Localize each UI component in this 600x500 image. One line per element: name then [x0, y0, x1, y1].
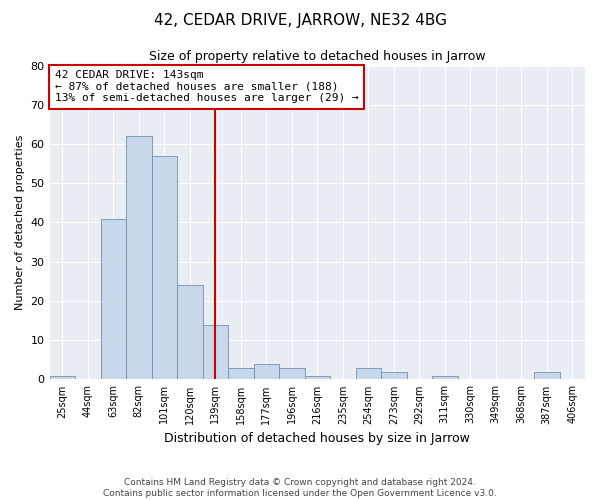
Text: 42 CEDAR DRIVE: 143sqm
← 87% of detached houses are smaller (188)
13% of semi-de: 42 CEDAR DRIVE: 143sqm ← 87% of detached… [55, 70, 359, 104]
Bar [432, 376, 458, 380]
Bar [177, 286, 203, 380]
Bar [534, 372, 560, 380]
Bar [152, 156, 177, 380]
Bar [381, 372, 407, 380]
Title: Size of property relative to detached houses in Jarrow: Size of property relative to detached ho… [149, 50, 485, 63]
Bar [101, 218, 126, 380]
X-axis label: Distribution of detached houses by size in Jarrow: Distribution of detached houses by size … [164, 432, 470, 445]
Bar [356, 368, 381, 380]
Bar [254, 364, 279, 380]
Y-axis label: Number of detached properties: Number of detached properties [15, 135, 25, 310]
Bar [305, 376, 330, 380]
Bar [50, 376, 75, 380]
Text: Contains HM Land Registry data © Crown copyright and database right 2024.
Contai: Contains HM Land Registry data © Crown c… [103, 478, 497, 498]
Text: 42, CEDAR DRIVE, JARROW, NE32 4BG: 42, CEDAR DRIVE, JARROW, NE32 4BG [154, 12, 446, 28]
Bar [228, 368, 254, 380]
Bar [203, 324, 228, 380]
Bar [126, 136, 152, 380]
Bar [279, 368, 305, 380]
